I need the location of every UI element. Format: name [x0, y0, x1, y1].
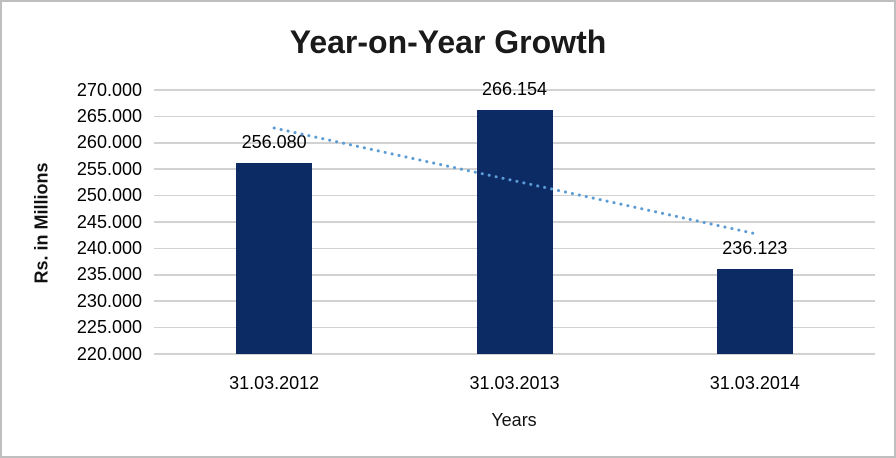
y-tick-label: 260.000 — [76, 132, 142, 153]
bar — [236, 163, 313, 354]
x-axis-title: Years — [491, 410, 537, 430]
bar — [716, 268, 793, 354]
bar-value-label: 256.080 — [241, 132, 307, 153]
y-tick-label: 250.000 — [76, 185, 142, 206]
bar — [476, 110, 553, 354]
y-tick-label: 235.000 — [76, 264, 142, 285]
y-tick-label: 220.000 — [76, 343, 142, 364]
y-tick-label: 270.000 — [76, 79, 142, 100]
y-tick-label: 255.000 — [76, 158, 142, 179]
x-tick-label: 31.03.2014 — [709, 373, 800, 393]
y-tick-label: 245.000 — [76, 211, 142, 232]
bar-value-label: 236.123 — [722, 237, 788, 258]
y-tick-label: 225.000 — [76, 317, 142, 338]
chart-title: Year-on-Year Growth — [289, 24, 607, 60]
gridline — [154, 353, 875, 355]
gridline — [154, 89, 875, 91]
y-tick-label: 240.000 — [76, 237, 142, 258]
x-tick-label: 31.03.2012 — [229, 373, 320, 393]
bar-value-label: 266.154 — [481, 79, 548, 100]
y-tick-label: 230.000 — [76, 290, 142, 311]
x-tick-label: 31.03.2013 — [469, 373, 560, 393]
y-tick-label: 265.000 — [76, 105, 142, 126]
